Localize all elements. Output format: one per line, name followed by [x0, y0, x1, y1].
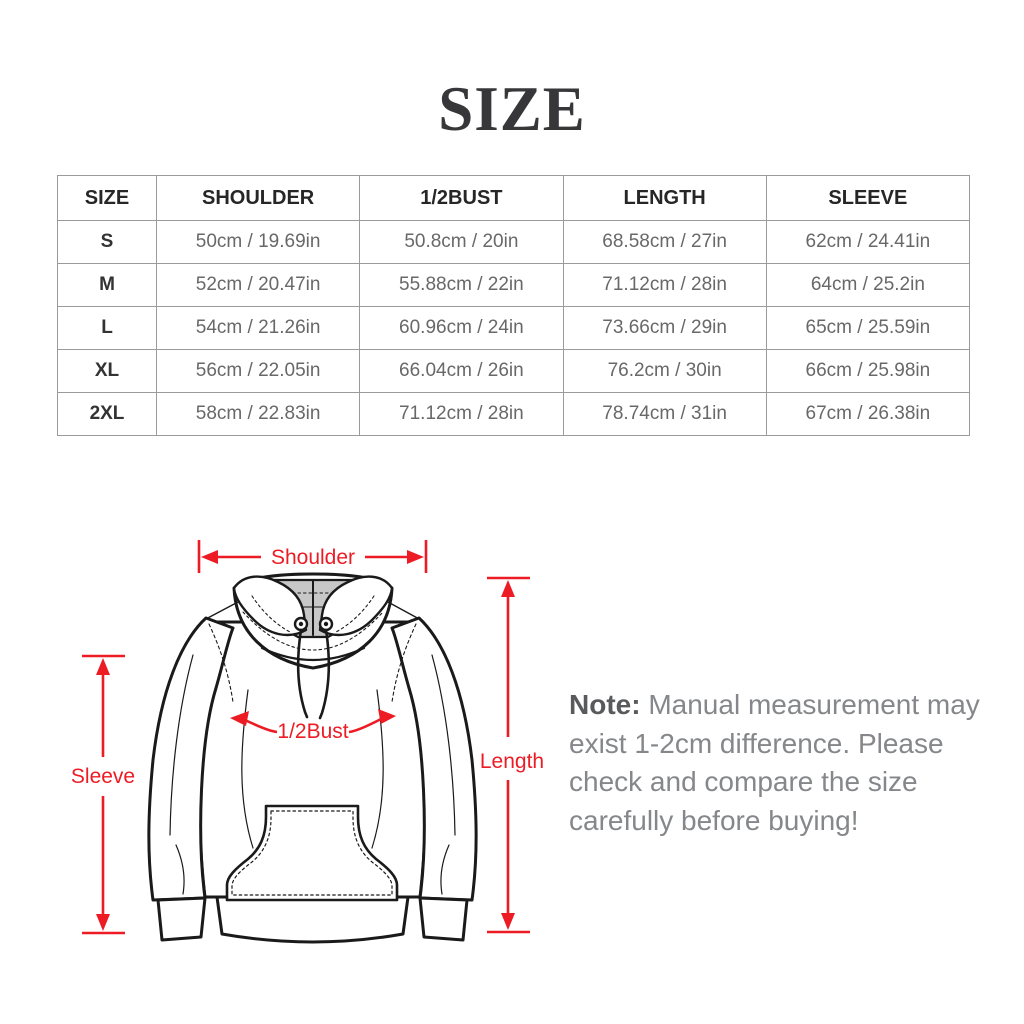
- shoulder-label: Shoulder: [271, 546, 355, 569]
- half-bust-label: 1/2Bust: [277, 720, 348, 743]
- measurement-cell: 65cm / 25.59in: [765, 306, 971, 350]
- measurement-cell: 68.58cm / 27in: [562, 220, 767, 264]
- length-dimension-arrow: Length: [480, 576, 544, 934]
- half-bust-dimension-arrow: 1/2Bust: [230, 709, 396, 743]
- size-cell: S: [57, 220, 157, 264]
- note-line: carefully before buying!: [569, 804, 859, 836]
- measurement-cell: 78.74cm / 31in: [562, 392, 767, 436]
- size-cell: 2XL: [57, 392, 157, 436]
- measurement-cell: 67cm / 26.38in: [765, 392, 971, 436]
- column-header: SIZE: [57, 175, 157, 221]
- column-header: 1/2BUST: [359, 175, 564, 221]
- column-header: SLEEVE: [765, 175, 971, 221]
- hoodie-drawing: [147, 572, 478, 944]
- measurement-cell: 64cm / 25.2in: [765, 263, 971, 307]
- measurement-cell: 50cm / 19.69in: [155, 220, 361, 264]
- measurement-cell: 66cm / 25.98in: [765, 349, 971, 393]
- sleeve-label: Sleeve: [71, 765, 135, 788]
- measurement-cell: 71.12cm / 28in: [562, 263, 767, 307]
- column-header: SHOULDER: [155, 175, 361, 221]
- note-line: Note: Manual measurement may: [569, 689, 980, 720]
- length-label: Length: [480, 750, 544, 773]
- table-row: M 52cm / 20.47in 55.88cm / 22in 71.12cm / 2…: [57, 263, 971, 307]
- measurement-cell: 52cm / 20.47in: [155, 263, 361, 307]
- measurement-cell: 55.88cm / 22in: [359, 263, 564, 307]
- measurement-cell: 58cm / 22.83in: [155, 392, 361, 436]
- measurement-cell: 71.12cm / 28in: [359, 392, 564, 436]
- table-row: XL 56cm / 22.05in 66.04cm / 26in 76.2cm / 3…: [57, 349, 971, 393]
- table-header-row: SIZE SHOULDER 1/2BUST LENGTH SLEEVE: [57, 175, 971, 221]
- note-text: Note: Manual measurement may exist 1-2cm…: [569, 686, 989, 840]
- sleeve-dimension-arrow: Sleeve: [71, 654, 135, 935]
- measurement-cell: 76.2cm / 30in: [562, 349, 767, 393]
- size-cell: L: [57, 306, 157, 350]
- measurement-cell: 73.66cm / 29in: [562, 306, 767, 350]
- measurement-cell: 62cm / 24.41in: [765, 220, 971, 264]
- table-row: 2XL 58cm / 22.83in 71.12cm / 28in 78.74cm /…: [57, 392, 971, 436]
- page-title: SIZE: [438, 74, 586, 144]
- note-line: exist 1-2cm difference. Please: [569, 727, 944, 759]
- note-label: Note:: [569, 689, 641, 720]
- size-table: SIZE SHOULDER 1/2BUST LENGTH SLEEVE S 50cm / 1…: [57, 175, 971, 436]
- table-row: S 50cm / 19.69in 50.8cm / 20in 68.58cm / 27…: [57, 220, 971, 264]
- measurement-cell: 56cm / 22.05in: [155, 349, 361, 393]
- measurement-cell: 54cm / 21.26in: [155, 306, 361, 350]
- shoulder-dimension-arrow: Shoulder: [197, 540, 428, 573]
- size-cell: M: [57, 263, 157, 307]
- table-row: L 54cm / 21.26in 60.96cm / 24in 73.66cm / 2…: [57, 306, 971, 350]
- note-line: check and compare the size: [569, 766, 918, 797]
